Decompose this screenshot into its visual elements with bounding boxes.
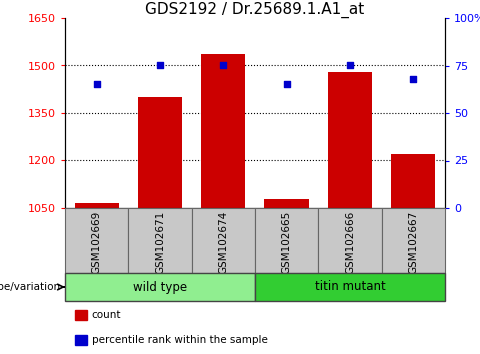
- Bar: [264, 199, 309, 208]
- Point: [93, 82, 100, 87]
- Title: GDS2192 / Dr.25689.1.A1_at: GDS2192 / Dr.25689.1.A1_at: [145, 2, 365, 18]
- Point: [283, 82, 290, 87]
- Bar: [65, 273, 255, 301]
- Bar: [65, 208, 128, 273]
- Text: GSM102674: GSM102674: [218, 211, 228, 274]
- Text: titin mutant: titin mutant: [314, 280, 385, 293]
- Point: [346, 63, 354, 68]
- Point: [219, 63, 227, 68]
- Bar: [138, 97, 182, 208]
- Text: GSM102669: GSM102669: [92, 211, 102, 274]
- Bar: [328, 72, 372, 208]
- Text: percentile rank within the sample: percentile rank within the sample: [92, 335, 268, 345]
- Text: GSM102666: GSM102666: [345, 211, 355, 274]
- Bar: [318, 208, 382, 273]
- Point: [156, 63, 164, 68]
- Bar: [391, 154, 435, 208]
- Text: genotype/variation: genotype/variation: [0, 282, 60, 292]
- Text: GSM102671: GSM102671: [155, 211, 165, 274]
- Bar: [255, 208, 318, 273]
- Text: wild type: wild type: [133, 280, 187, 293]
- Text: GSM102665: GSM102665: [282, 211, 292, 274]
- Bar: [201, 55, 245, 208]
- Bar: [255, 273, 445, 301]
- Text: count: count: [92, 310, 121, 320]
- Bar: [74, 203, 119, 208]
- Text: GSM102667: GSM102667: [408, 211, 419, 274]
- Bar: [192, 208, 255, 273]
- Bar: [382, 208, 445, 273]
- Bar: [128, 208, 192, 273]
- Point: [409, 76, 417, 82]
